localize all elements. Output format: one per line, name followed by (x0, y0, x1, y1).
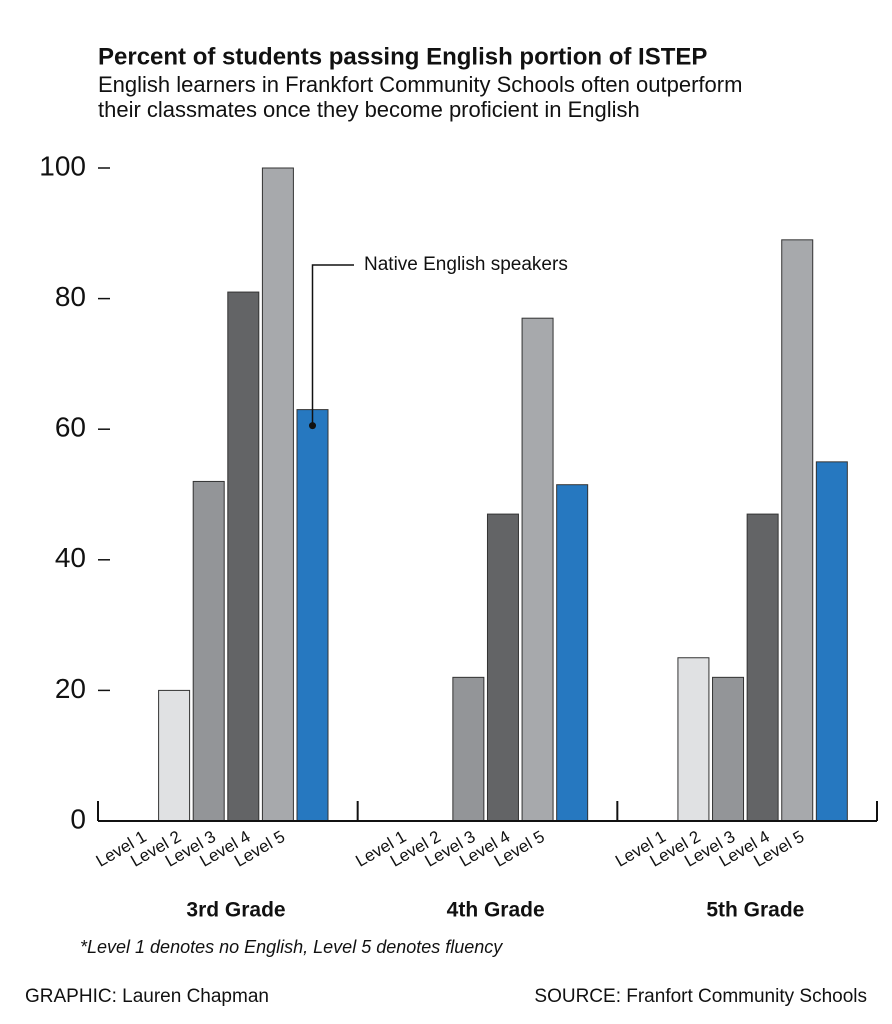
group-label: 5th Grade (706, 899, 804, 922)
credit: GRAPHIC: Lauren Chapman (25, 986, 269, 1007)
y-tick-label: 0 (70, 803, 86, 834)
group-label: 3rd Grade (186, 899, 285, 922)
y-tick-label: 20 (55, 673, 86, 704)
y-tick-label: 60 (55, 412, 86, 443)
chart-subtitle: their classmates once they become profic… (98, 97, 640, 122)
annotation: Native English speakers (364, 254, 568, 275)
annotation-dot (309, 422, 316, 430)
y-tick-label: 40 (55, 542, 86, 573)
group-label: 4th Grade (447, 899, 545, 922)
bar (296, 409, 329, 822)
bar (452, 676, 485, 822)
bar (781, 239, 814, 822)
bar (486, 513, 519, 822)
annotation-line (311, 264, 354, 426)
bar (712, 676, 745, 822)
bar (746, 513, 779, 822)
bar (815, 461, 848, 822)
bar (261, 167, 294, 822)
chart-title: Percent of students passing English port… (98, 43, 707, 70)
source: SOURCE: Franfort Community Schools (534, 986, 867, 1007)
bar (521, 317, 554, 822)
y-tick-label: 80 (55, 281, 86, 312)
bar (677, 657, 710, 822)
bar (556, 484, 589, 822)
y-tick-label: 100 (39, 150, 86, 181)
chart-subtitle: English learners in Frankfort Community … (98, 72, 742, 97)
bar (158, 689, 191, 822)
footnote: *Level 1 denotes no English, Level 5 den… (80, 937, 503, 957)
bar (192, 480, 225, 822)
bar (227, 291, 260, 822)
